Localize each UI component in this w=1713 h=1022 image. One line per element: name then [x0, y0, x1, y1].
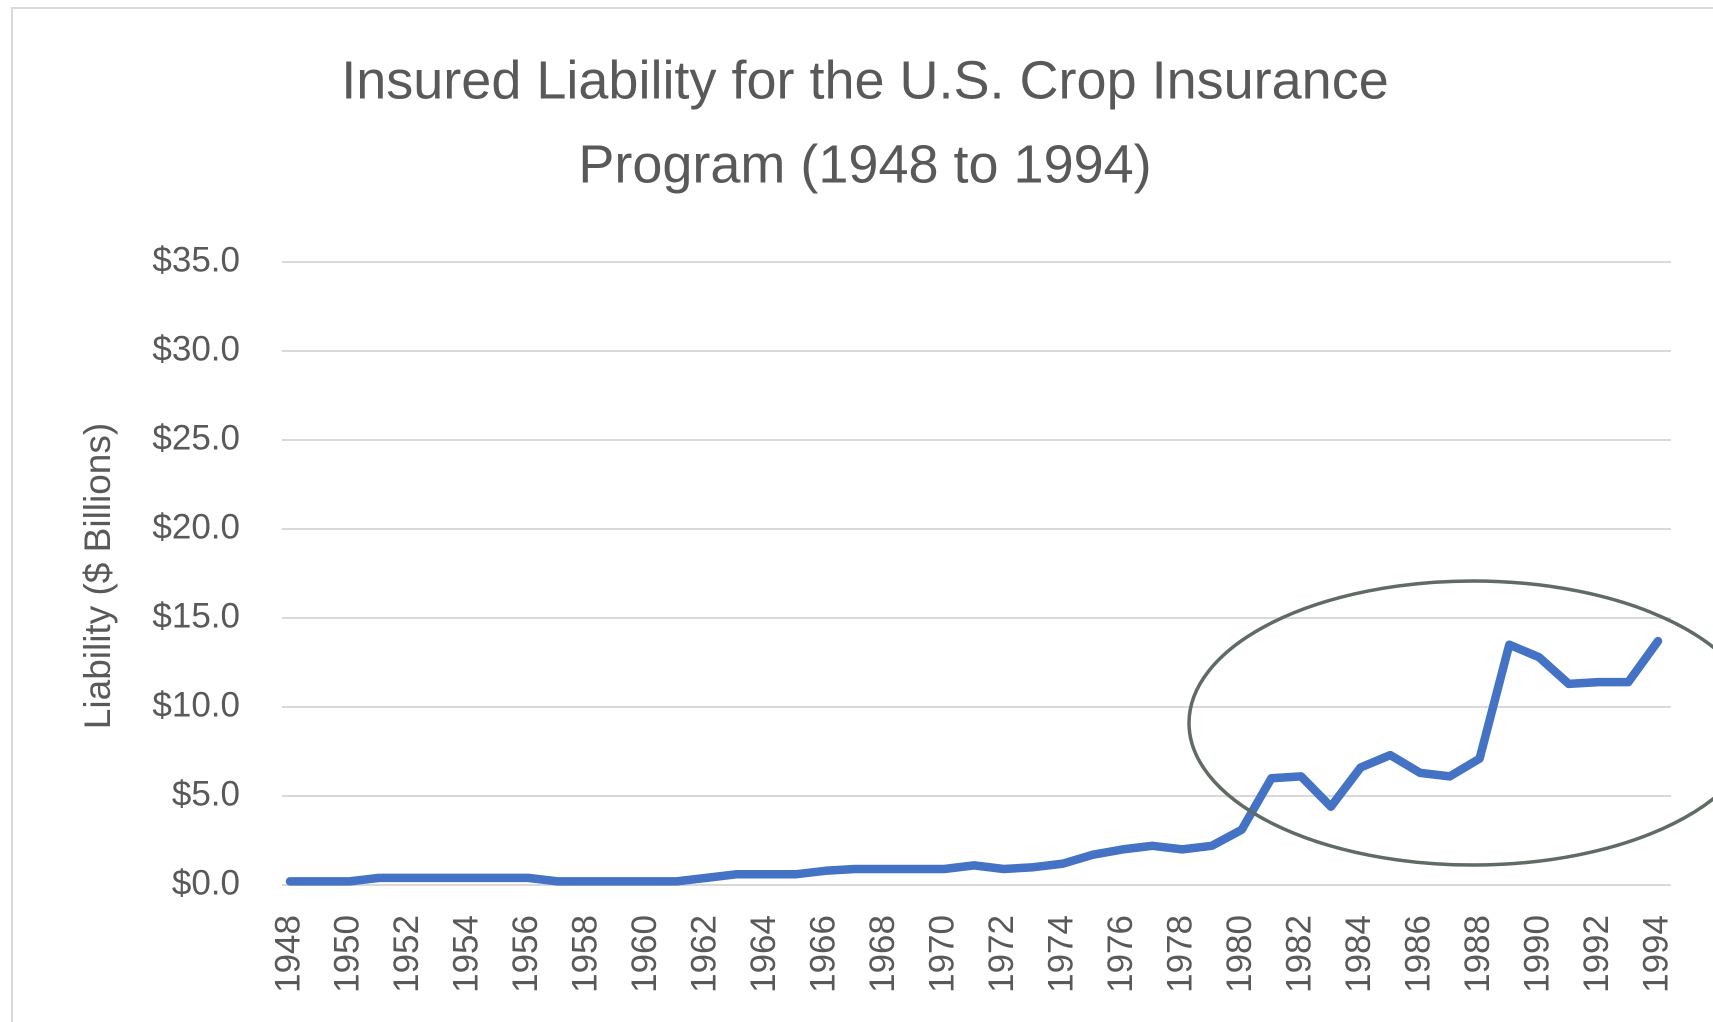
- x-tick-label: 1952: [387, 915, 426, 993]
- y-tick-label: $15.0: [152, 596, 240, 635]
- y-tick-label: $20.0: [152, 507, 240, 546]
- y-tick-label: $30.0: [152, 329, 240, 368]
- data-line: [285, 636, 1663, 886]
- x-tick-label: 1986: [1398, 915, 1437, 993]
- y-tick-label: $5.0: [172, 774, 240, 813]
- x-tick-label: 1992: [1577, 915, 1616, 993]
- y-tick-label: $10.0: [152, 685, 240, 724]
- chart-frame: [11, 7, 1713, 1022]
- x-tick-label: 1966: [804, 915, 843, 993]
- x-tick-label: 1968: [863, 915, 902, 993]
- y-tick-label: $25.0: [152, 418, 240, 457]
- x-tick-label: 1950: [328, 915, 367, 993]
- x-tick-label: 1982: [1279, 915, 1318, 993]
- y-tick-label: $35.0: [152, 240, 240, 279]
- x-tick-label: 1958: [566, 915, 605, 993]
- x-tick-label: 1962: [685, 915, 724, 993]
- x-tick-label: 1964: [744, 915, 783, 993]
- x-tick-label: 1984: [1339, 915, 1378, 993]
- y-tick-label: $0.0: [172, 863, 240, 902]
- x-tick-label: 1972: [982, 915, 1021, 993]
- chart-title: Insured Liability for the U.S. Crop Insu…: [341, 50, 1389, 110]
- x-tick-label: 1960: [625, 915, 664, 993]
- y-axis-label: Liability ($ Billions): [77, 423, 118, 729]
- x-tick-label: 1978: [1160, 915, 1199, 993]
- x-tick-label: 1990: [1517, 915, 1556, 993]
- x-tick-label: 1994: [1636, 915, 1675, 993]
- x-tick-label: 1954: [447, 915, 486, 993]
- highlight-ellipse: [1187, 579, 1713, 867]
- x-tick-label: 1956: [506, 915, 545, 993]
- x-tick-label: 1974: [1041, 915, 1080, 993]
- x-tick-label: 1976: [1101, 915, 1140, 993]
- x-tick-label: 1980: [1220, 915, 1259, 993]
- x-tick-label: 1970: [923, 915, 962, 993]
- plot-area: $0.0 $5.0 $10.0 $15.0 $20.0 $25.0 $30.0 $35.0 19…: [152, 240, 1675, 993]
- chart-title: Program (1948 to 1994): [578, 134, 1151, 194]
- x-tick-label: 1988: [1458, 915, 1497, 993]
- x-tick-label: 1948: [268, 915, 307, 993]
